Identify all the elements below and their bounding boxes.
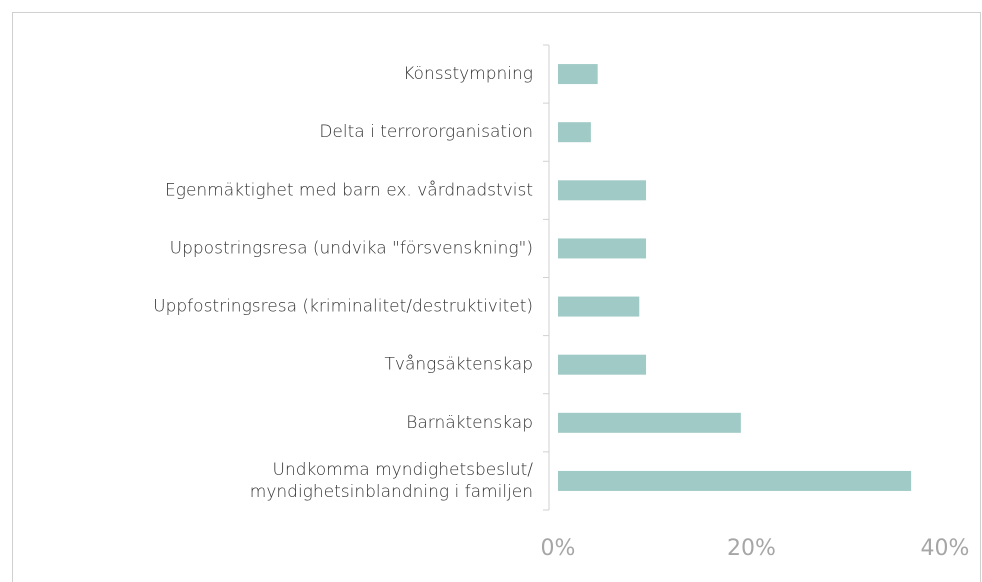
bar [558, 296, 640, 317]
y-tick-label: Barnäktenskap [406, 413, 533, 433]
y-tick-label: Könsstympning [403, 64, 533, 84]
bar [558, 180, 647, 201]
bar [558, 122, 591, 143]
x-tick-label: 0% [541, 536, 576, 561]
chart-frame [12, 12, 981, 582]
bar [558, 470, 912, 491]
bar [558, 64, 598, 85]
y-tick-label: Delta i terrororganisation [319, 122, 533, 142]
y-tick-label: Undkomma myndighetsbeslut/myndighetsinbl… [250, 460, 533, 502]
bar [558, 412, 741, 433]
y-tick-label: Uppostringsresa (undvika "försvenskning"… [170, 238, 533, 258]
bar [558, 354, 647, 375]
y-tick-label: Uppfostringsresa (kriminalitet/destrukti… [153, 297, 533, 317]
bar [558, 238, 647, 259]
x-tick-label: 40% [921, 536, 970, 561]
y-tick-label: Tvångsäktenskap [385, 354, 533, 375]
x-tick-label: 20% [727, 536, 776, 561]
y-tick-label: Egenmäktighet med barn ex. vårdnadstvist [165, 179, 533, 200]
